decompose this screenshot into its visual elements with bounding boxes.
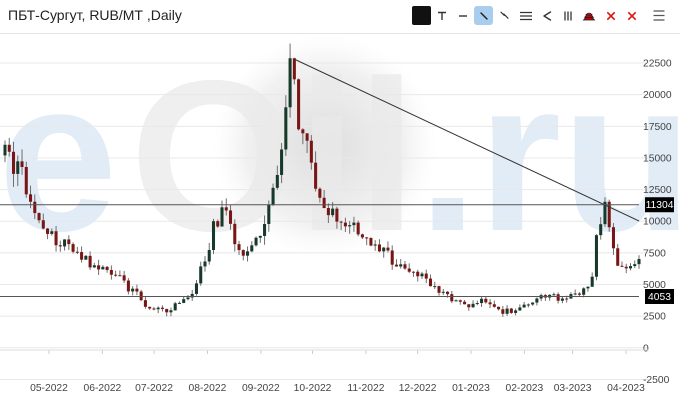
svg-text:09-2022: 09-2022 — [242, 383, 280, 394]
svg-text:08-2022: 08-2022 — [189, 383, 227, 394]
svg-text:01-2023: 01-2023 — [452, 383, 490, 394]
svg-text:06-2022: 06-2022 — [83, 383, 121, 394]
svg-text:05-2022: 05-2022 — [30, 383, 68, 394]
svg-text:2500: 2500 — [643, 312, 666, 323]
svg-text:12500: 12500 — [643, 185, 672, 196]
svg-text:11304: 11304 — [646, 200, 674, 211]
svg-text:12-2022: 12-2022 — [399, 383, 437, 394]
svg-text:17500: 17500 — [643, 122, 672, 133]
svg-text:0: 0 — [643, 343, 649, 354]
svg-text:07-2022: 07-2022 — [135, 383, 173, 394]
svg-text:22500: 22500 — [643, 59, 672, 70]
svg-text:15000: 15000 — [643, 153, 672, 164]
svg-text:10000: 10000 — [643, 217, 672, 228]
svg-text:03-2023: 03-2023 — [554, 383, 592, 394]
svg-text:04-2023: 04-2023 — [607, 383, 645, 394]
svg-text:11-2022: 11-2022 — [347, 383, 384, 394]
svg-text:-2500: -2500 — [643, 375, 670, 386]
svg-text:4053: 4053 — [648, 292, 671, 303]
svg-text:10-2022: 10-2022 — [294, 383, 332, 394]
svg-text:02-2023: 02-2023 — [505, 383, 543, 394]
svg-text:7500: 7500 — [643, 248, 666, 259]
svg-text:20000: 20000 — [643, 90, 672, 101]
